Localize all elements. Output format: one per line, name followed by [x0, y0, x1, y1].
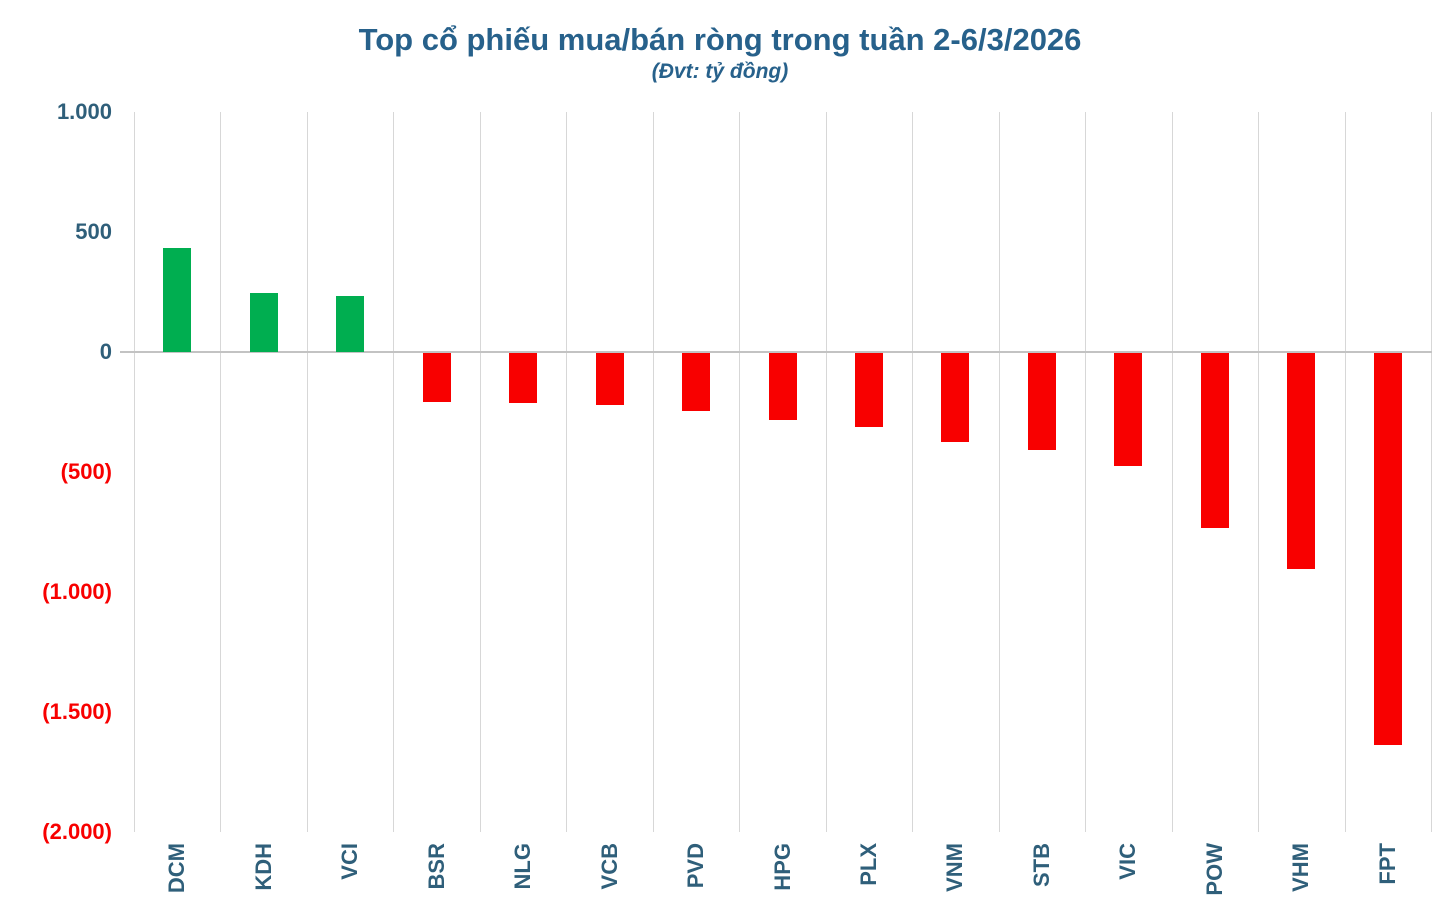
x-tick-label-NLG: NLG [510, 843, 535, 890]
y-tick-label: 1.000 [56, 99, 112, 124]
x-tick-label-VIC: VIC [1115, 843, 1140, 880]
x-tick-label-HPG: HPG [770, 843, 795, 891]
bar-VNM [941, 353, 969, 442]
x-tick-label-STB: STB [1029, 843, 1054, 887]
x-tick-label-KDH: KDH [251, 843, 276, 891]
x-tick-label-VCI: VCI [337, 843, 362, 880]
gridline-vertical [480, 112, 481, 832]
gridline-vertical [999, 112, 1000, 832]
y-tick-label: (1.000) [42, 579, 112, 604]
gridline-vertical [134, 112, 135, 832]
gridline-vertical [912, 112, 913, 832]
x-tick-label-DCM: DCM [164, 843, 189, 894]
bar-BSR [423, 353, 451, 402]
bar-VCI [336, 296, 364, 352]
bar-KDH [250, 293, 278, 352]
x-tick-label-BSR: BSR [424, 843, 449, 890]
gridline-vertical [307, 112, 308, 832]
bar-VIC [1114, 353, 1142, 466]
x-tick-label-PVD: PVD [683, 843, 708, 889]
chart-subtitle: (Đvt: tỷ đồng) [651, 60, 789, 83]
gridline-vertical [739, 112, 740, 832]
x-tick-label-FPT: FPT [1375, 843, 1400, 885]
y-tick-label: (2.000) [42, 819, 112, 844]
bar-DCM [163, 248, 191, 352]
chart-title: Top cổ phiếu mua/bán ròng trong tuần 2-6… [358, 22, 1082, 57]
zero-axis-line [120, 351, 1432, 353]
x-tick-label-VCB: VCB [597, 843, 622, 890]
x-tick-label-POW: POW [1202, 843, 1227, 896]
bar-POW [1201, 353, 1229, 528]
x-tick-label-PLX: PLX [856, 843, 881, 886]
bar-FPT [1374, 353, 1402, 745]
gridline-vertical [1258, 112, 1259, 832]
bar-STB [1028, 353, 1056, 450]
x-tick-label-VHM: VHM [1288, 843, 1313, 892]
x-tick-label-VNM: VNM [942, 843, 967, 892]
gridline-vertical [1172, 112, 1173, 832]
gridline-vertical [393, 112, 394, 832]
plot-area [120, 112, 1432, 832]
gridline-vertical [566, 112, 567, 832]
gridline-vertical [1431, 112, 1432, 832]
bar-PLX [855, 353, 883, 427]
bar-NLG [509, 353, 537, 403]
y-tick-label: 0 [99, 339, 112, 364]
gridline-vertical [1085, 112, 1086, 832]
y-tick-label: (500) [60, 459, 112, 484]
gridline-vertical [1345, 112, 1346, 832]
bar-VHM [1287, 353, 1315, 569]
y-tick-label: (1.500) [42, 699, 112, 724]
bar-VCB [596, 353, 624, 405]
gridline-vertical [653, 112, 654, 832]
gridline-vertical [220, 112, 221, 832]
y-tick-label: 500 [75, 219, 112, 244]
bar-HPG [769, 353, 797, 420]
gridline-vertical [826, 112, 827, 832]
bar-PVD [682, 353, 710, 411]
